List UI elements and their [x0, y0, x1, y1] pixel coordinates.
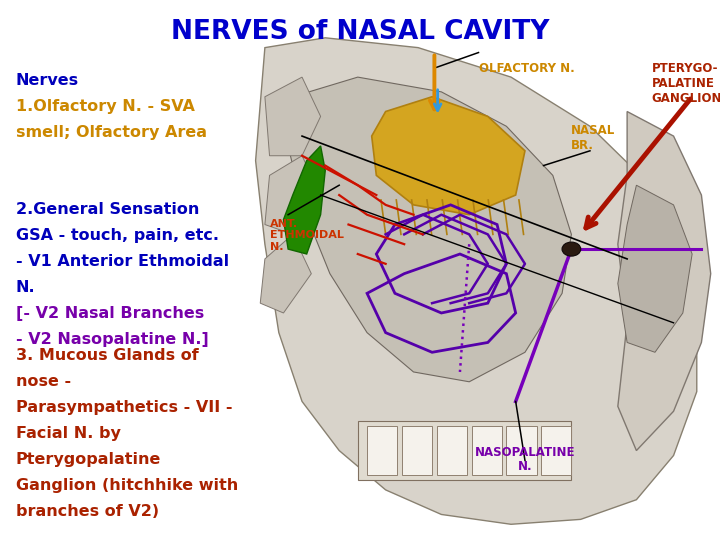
Text: NERVES of NASAL CAVITY: NERVES of NASAL CAVITY — [171, 19, 549, 45]
Text: PTERYGO-
PALATINE
GANGLION: PTERYGO- PALATINE GANGLION — [652, 62, 720, 105]
Polygon shape — [541, 426, 572, 475]
Polygon shape — [618, 185, 692, 352]
Polygon shape — [506, 426, 536, 475]
Text: Parasympathetics - VII -: Parasympathetics - VII - — [16, 400, 233, 415]
Text: [- V2 Nasal Branches: [- V2 Nasal Branches — [16, 306, 204, 321]
Text: NASAL
BR.: NASAL BR. — [571, 124, 615, 152]
Text: nose -: nose - — [16, 374, 71, 389]
Circle shape — [562, 242, 581, 256]
Polygon shape — [358, 421, 572, 480]
Text: GSA - touch, pain, etc.: GSA - touch, pain, etc. — [16, 228, 219, 244]
Text: OLFACTORY N.: OLFACTORY N. — [479, 62, 575, 75]
Polygon shape — [367, 426, 397, 475]
Polygon shape — [260, 234, 311, 313]
Text: Facial N. by: Facial N. by — [16, 426, 121, 441]
Text: N.: N. — [16, 280, 35, 295]
Text: Pterygopalatine: Pterygopalatine — [16, 452, 161, 467]
Text: 1.Olfactory N. - SVA: 1.Olfactory N. - SVA — [16, 99, 194, 114]
Text: Ganglion (hitchhike with: Ganglion (hitchhike with — [16, 478, 238, 493]
Polygon shape — [472, 426, 502, 475]
Polygon shape — [437, 426, 467, 475]
Text: Nerves: Nerves — [16, 73, 79, 88]
Polygon shape — [284, 146, 325, 254]
Polygon shape — [372, 97, 525, 215]
Polygon shape — [288, 77, 572, 382]
Polygon shape — [265, 156, 320, 234]
Text: ANT.
ETHMOIDAL
N.: ANT. ETHMOIDAL N. — [270, 219, 344, 252]
Polygon shape — [402, 426, 432, 475]
Polygon shape — [256, 38, 697, 524]
Text: NASOPALATINE
N.: NASOPALATINE N. — [475, 446, 576, 474]
Text: smell; Olfactory Area: smell; Olfactory Area — [16, 125, 207, 140]
Polygon shape — [265, 77, 320, 156]
Polygon shape — [618, 111, 711, 450]
Text: - V1 Anterior Ethmoidal: - V1 Anterior Ethmoidal — [16, 254, 229, 269]
Text: 2.General Sensation: 2.General Sensation — [16, 202, 199, 218]
Text: branches of V2): branches of V2) — [16, 504, 159, 519]
Text: 3. Mucous Glands of: 3. Mucous Glands of — [16, 348, 199, 363]
Text: - V2 Nasopalatine N.]: - V2 Nasopalatine N.] — [16, 332, 209, 347]
